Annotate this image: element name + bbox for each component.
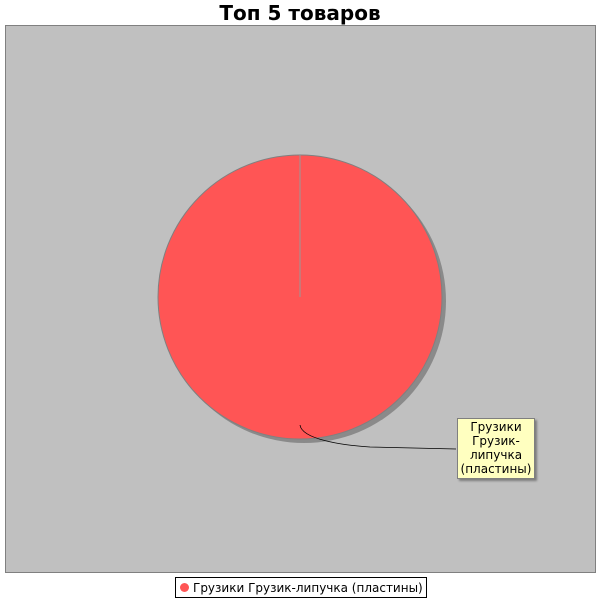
legend: Грузики Грузик-липучка (пластины)	[175, 577, 427, 598]
slice-label: Грузики Грузик-липучка (пластины)	[457, 418, 535, 479]
legend-swatch	[180, 583, 189, 592]
chart-title: Топ 5 товаров	[219, 1, 381, 25]
legend-label: Грузики Грузик-липучка (пластины)	[193, 580, 423, 595]
label-leader-line	[299, 424, 457, 450]
